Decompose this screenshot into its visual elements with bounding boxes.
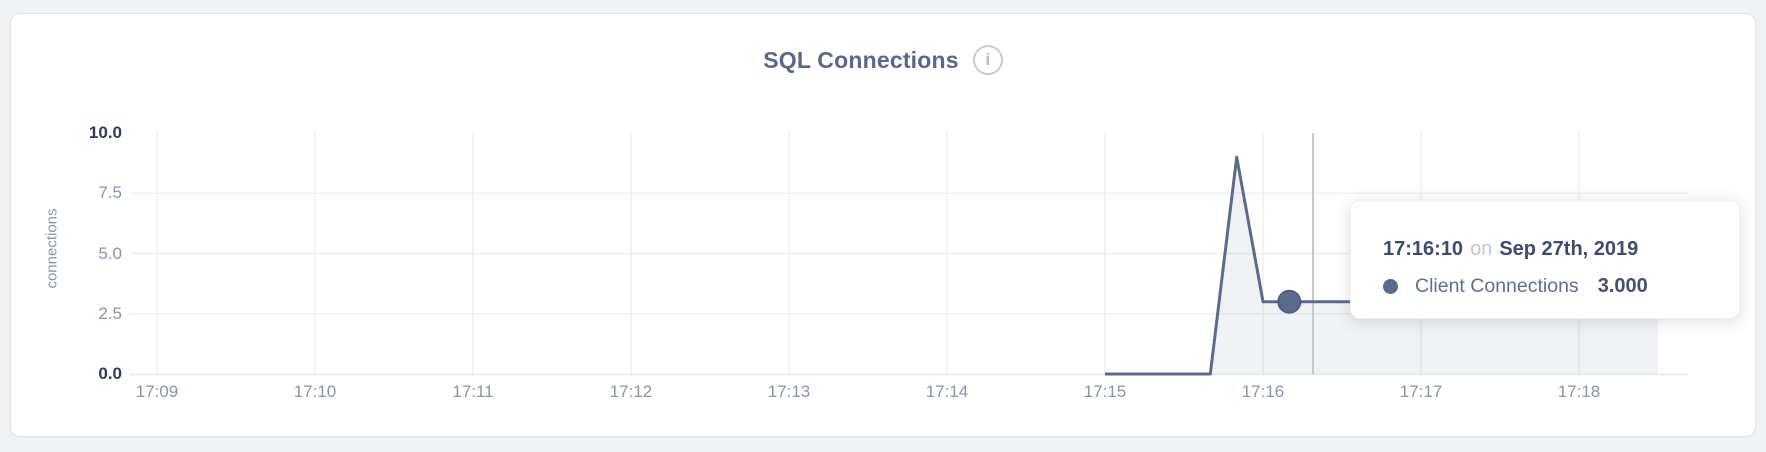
tooltip-series-label: Client Connections <box>1415 275 1579 297</box>
y-tick-label: 0.0 <box>98 364 122 383</box>
series-area-fill <box>1105 157 1658 374</box>
tooltip-series-value: 3.000 <box>1597 275 1648 297</box>
x-tick-label: 17:16 <box>1241 382 1285 401</box>
info-icon[interactable]: i <box>972 45 1003 75</box>
series-marker-icon <box>1383 279 1398 294</box>
x-tick-label: 17:15 <box>1083 382 1127 401</box>
tooltip-date: Sep 27th, 2019 <box>1499 238 1639 260</box>
x-tick-label: 17:14 <box>925 382 969 401</box>
y-tick-label: 7.5 <box>98 183 122 203</box>
highlighted-point <box>1277 289 1302 314</box>
x-tick-label: 17:10 <box>293 382 337 401</box>
x-tick-label: 17:18 <box>1557 382 1601 401</box>
x-tick-label: 17:11 <box>452 382 494 401</box>
tooltip-timestamp: 17:16:10 on Sep 27th, 2019 <box>1383 237 1715 262</box>
chart-title: SQL Connections <box>763 46 959 73</box>
info-icon-glyph: i <box>985 50 991 69</box>
x-tick-label: 17:12 <box>609 382 653 401</box>
x-tick-label: 17:17 <box>1399 382 1443 401</box>
tooltip-series-row: Client Connections 3.000 <box>1383 275 1715 298</box>
tooltip-time: 17:16:10 <box>1383 238 1464 260</box>
tooltip-connector: on <box>1470 238 1493 260</box>
x-tick-label: 17:13 <box>767 382 811 401</box>
chart-tooltip: 17:16:10 on Sep 27th, 2019 Client Connecti… <box>1350 200 1740 319</box>
y-tick-label: 2.5 <box>98 303 122 323</box>
y-tick-label: 5.0 <box>98 243 122 263</box>
y-tick-label: 10.0 <box>88 123 122 142</box>
x-tick-label: 17:09 <box>135 382 179 401</box>
chart-header: SQL Connections i <box>0 38 1766 82</box>
